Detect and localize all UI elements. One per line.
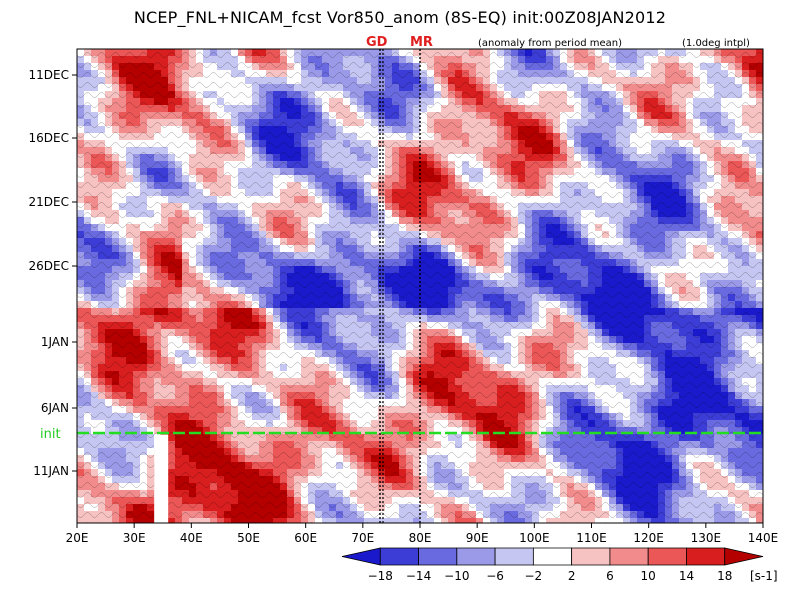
colorbar: −18 −14 −10 −6 −2 2 6 10 14 18 [s-1] xyxy=(341,547,778,583)
colorbar-swatch xyxy=(686,547,726,566)
colorbar-tick-label: 18 xyxy=(717,569,732,583)
axes: 20E 30E 40E 50E 60E 70E 80E 90E 100E 110E 120E 130E… xyxy=(29,68,779,545)
x-tick-label-90E: 90E xyxy=(466,531,489,545)
x-tick-label-40E: 40E xyxy=(180,531,203,545)
x-tick-label-50E: 50E xyxy=(237,531,260,545)
x-tick-label-70E: 70E xyxy=(351,531,374,545)
y-tick-label-1JAN: 1JAN xyxy=(41,335,69,349)
y-tick-label-26DEC: 26DEC xyxy=(29,259,69,273)
colorbar-tick-label: −6 xyxy=(486,569,504,583)
chart-title: NCEP_FNL+NICAM_fcst Vor850_anom (8S-EQ) … xyxy=(133,8,667,27)
colorbar-tick-label: −18 xyxy=(368,569,393,583)
colorbar-tick-label: 14 xyxy=(679,569,694,583)
colorbar-swatch xyxy=(341,547,381,566)
colorbar-tick-label: 10 xyxy=(641,569,656,583)
y-tick-label-21DEC: 21DEC xyxy=(29,195,69,209)
x-tick-label-60E: 60E xyxy=(294,531,317,545)
colorbar-swatch xyxy=(647,547,687,566)
x-tick-label-80E: 80E xyxy=(409,531,432,545)
station-label-gd: GD xyxy=(366,35,388,50)
colorbar-swatch xyxy=(609,547,649,566)
x-tick-label-30E: 30E xyxy=(123,531,146,545)
colorbar-tick-label: 2 xyxy=(568,569,576,583)
y-tick-label-11DEC: 11DEC xyxy=(29,68,69,82)
colorbar-tick-label: −2 xyxy=(525,569,543,583)
x-tick-label-140E: 140E xyxy=(748,531,779,545)
colorbar-swatch xyxy=(494,547,534,566)
colorbar-swatch xyxy=(532,547,573,566)
colorbar-swatch xyxy=(571,547,611,566)
y-tick-label-11JAN: 11JAN xyxy=(33,464,69,478)
colorbar-swatch xyxy=(456,547,496,566)
x-tick-label-120E: 120E xyxy=(633,531,664,545)
anomaly-field xyxy=(77,49,763,523)
init-label: init xyxy=(40,427,61,442)
y-tick-label-16DEC: 16DEC xyxy=(29,131,69,145)
colorbar-unit: [s-1] xyxy=(750,569,778,583)
x-tick-label-100E: 100E xyxy=(519,531,550,545)
colorbar-tick-label: 6 xyxy=(606,569,614,583)
x-tick-label-130E: 130E xyxy=(691,531,722,545)
x-tick-label-110E: 110E xyxy=(576,531,607,545)
colorbar-tick-label: −14 xyxy=(406,569,431,583)
colorbar-swatch xyxy=(724,547,764,566)
subtitle-interpolation: (1.0deg intpl) xyxy=(682,38,750,49)
x-tick-label-20E: 20E xyxy=(66,531,89,545)
colorbar-swatch xyxy=(379,547,419,566)
y-tick-label-6JAN: 6JAN xyxy=(41,401,69,415)
colorbar-swatch xyxy=(418,547,458,566)
colorbar-tick-label: −10 xyxy=(444,569,469,583)
station-label-mr: MR xyxy=(410,35,433,50)
subtitle-anomaly: (anomaly from period mean) xyxy=(478,38,622,49)
overlay-lines: init xyxy=(40,49,763,523)
